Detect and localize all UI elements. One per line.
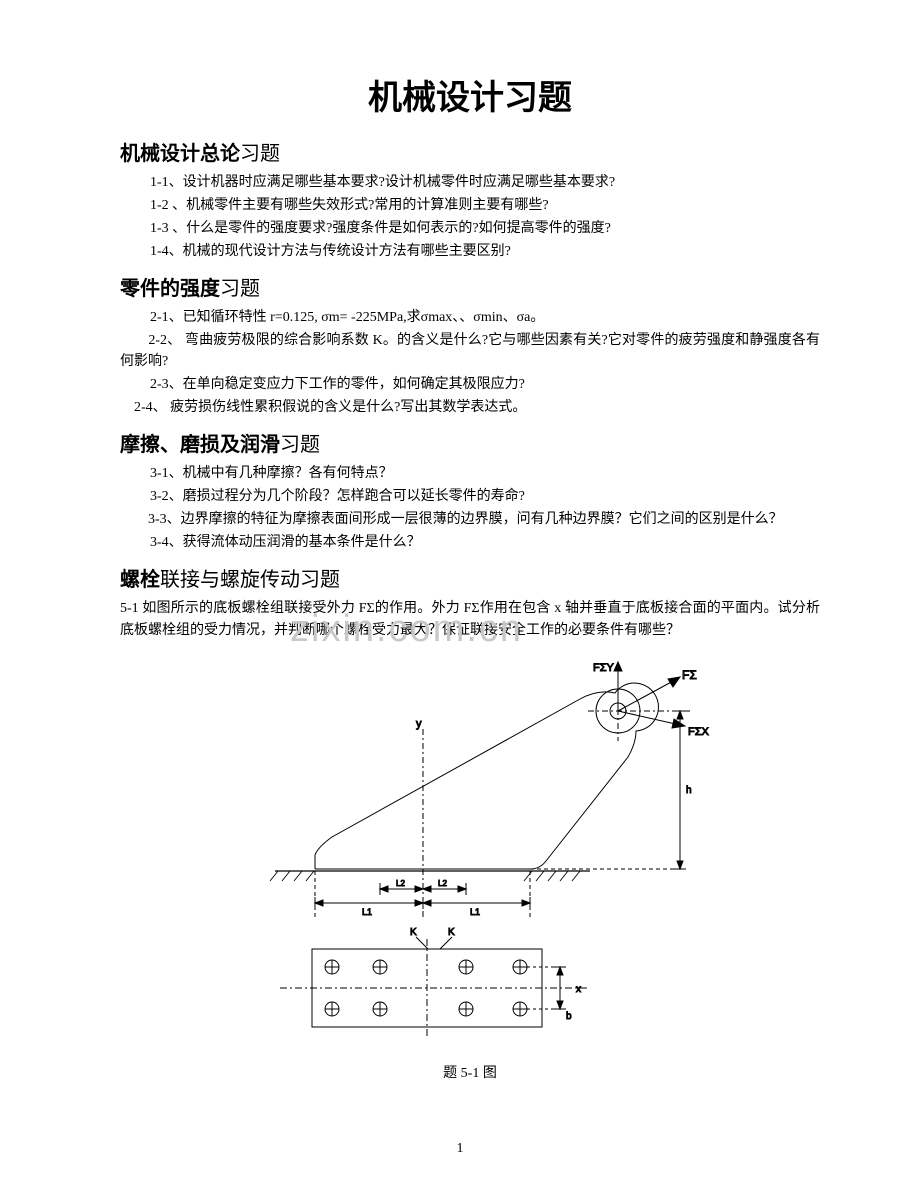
section-4-title-bold: 螺栓 [120,569,160,591]
section-2-title-bold: 零件的强度 [120,278,220,300]
q-3-3: 3-3、边界摩擦的特征为摩擦表面间形成一层很薄的边界膜，问有几种边界膜？它们之间… [120,509,820,530]
q-2-3: 2-3、在单向稳定变应力下工作的零件，如何确定其极限应力? [150,374,820,395]
label-Fsigma: FΣ [682,668,697,682]
section-4-title: 螺栓联接与螺旋传动习题 [120,563,820,592]
label-L1-left: L1 [362,907,372,917]
section-3-title-bold: 摩擦、磨损及润滑 [120,434,280,456]
section-1-title-thin: 习题 [240,143,280,165]
section-3-title-thin: 习题 [280,434,320,456]
q-2-2: 2-2、 弯曲疲劳极限的综合影响系数 K。的含义是什么?它与哪些因素有关?它对零… [120,330,820,372]
label-h: h [686,785,692,796]
page-title: 机械设计习题 [120,70,820,119]
label-x: x [576,984,581,995]
q-3-4: 3-4、获得流体动压润滑的基本条件是什么？ [150,532,820,553]
section-2-title-thin: 习题 [220,278,260,300]
q-3-2: 3-2、磨损过程分为几个阶段？怎样跑合可以延长零件的寿命? [150,486,820,507]
label-L2-right: L2 [438,879,447,888]
q-1-1: 1-1、设计机器时应满足哪些基本要求?设计机械零件时应满足哪些基本要求? [150,172,820,193]
q-1-3: 1-3 、什么是零件的强度要求?强度条件是如何表示的?如何提高零件的强度? [150,218,820,239]
page-number: 1 [0,1141,920,1157]
label-L2-left: L2 [396,879,405,888]
label-FsigmaY: FΣY [593,662,615,674]
section-1-title-bold: 机械设计总论 [120,143,240,165]
label-b: b [566,1011,572,1022]
q-3-3-text: 3-3、边界摩擦的特征为摩擦表面间形成一层很薄的边界膜，问有几种边界膜？它们之间… [148,512,783,527]
figure-caption: 题 5-1 图 [120,1062,820,1082]
section-3-title: 摩擦、磨损及润滑习题 [120,428,820,457]
label-FsigmaX: FΣX [688,726,710,738]
label-L1-right: L1 [470,907,480,917]
problem-5-1: 5-1 如图所示的底板螺栓组联接受外力 FΣ的作用。外力 FΣ作用在包含 x 轴… [120,598,820,641]
q-2-2-text: 2-2、 弯曲疲劳极限的综合影响系数 K。的含义是什么?它与哪些因素有关?它对零… [120,333,820,369]
section-2-title: 零件的强度习题 [120,272,820,301]
q-2-4: 2-4、 疲劳损伤线性累积假说的含义是什么?写出其数学表达式。 [120,397,820,418]
label-K-right: K [448,927,455,938]
figure-5-1-svg: FΣY FΣ FΣX y [220,659,720,1049]
section-1-title: 机械设计总论习题 [120,137,820,166]
q-3-1: 3-1、机械中有几种摩擦？各有何特点？ [150,463,820,484]
q-1-4: 1-4、机械的现代设计方法与传统设计方法有哪些主要区别? [150,241,820,262]
label-y: y [416,718,422,730]
q-2-1: 2-1、已知循环特性 r=0.125, σm= -225MPa,求σmax、、σ… [150,307,820,328]
section-4-title-thin: 联接与螺旋传动习题 [160,569,340,591]
q-2-4-text: 2-4、 疲劳损伤线性累积假说的含义是什么?写出其数学表达式。 [134,400,526,415]
figure-5-1: FΣY FΣ FΣX y [120,659,820,1082]
q-1-2: 1-2 、机械零件主要有哪些失效形式?常用的计算准则主要有哪些? [150,195,820,216]
label-K-left: K [410,927,417,938]
